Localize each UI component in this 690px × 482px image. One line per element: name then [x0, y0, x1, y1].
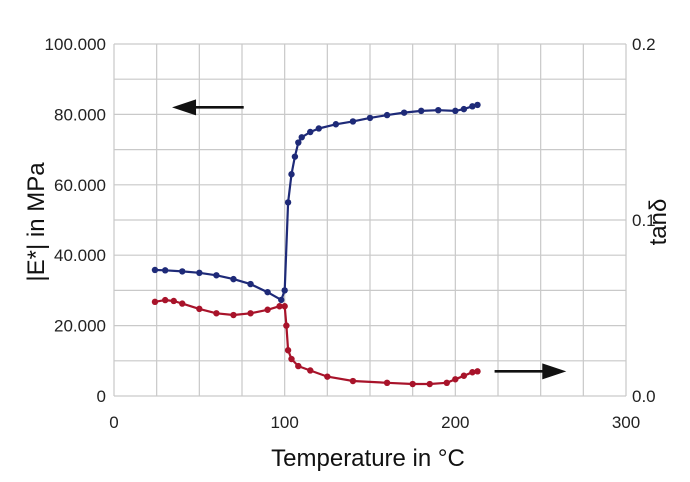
data-point-tan-delta	[281, 303, 288, 310]
data-point-tan-delta	[196, 305, 203, 313]
data-point-modulus	[315, 125, 322, 132]
y2-axis-title: tanδ	[645, 199, 672, 246]
annotation-arrows	[172, 99, 567, 380]
data-point-modulus	[179, 268, 186, 275]
series-line-modulus	[154, 103, 478, 301]
data-point-modulus	[230, 275, 237, 283]
y2-tick-label: 0.2	[632, 35, 656, 54]
data-point-modulus	[332, 121, 340, 128]
data-point-tan-delta	[409, 380, 416, 388]
data-point-tan-delta	[230, 311, 237, 319]
y-tick-label: 0	[97, 387, 106, 406]
data-point-modulus	[418, 107, 425, 115]
data-point-modulus	[298, 134, 305, 141]
data-point-tan-delta	[276, 303, 283, 310]
data-point-modulus	[291, 153, 299, 160]
data-point-tan-delta	[324, 373, 331, 380]
x-tick-label: 100	[270, 413, 298, 432]
data-point-modulus	[383, 111, 391, 119]
data-point-tan-delta	[443, 379, 450, 386]
data-point-tan-delta	[460, 372, 468, 379]
y-axis-title: |E*| in MPa	[23, 162, 50, 282]
data-point-tan-delta	[349, 377, 357, 385]
data-point-modulus	[307, 128, 314, 136]
data-point-modulus	[162, 267, 169, 274]
data-point-modulus	[196, 269, 203, 276]
data-point-modulus	[281, 287, 288, 294]
x-axis-title: Temperature in °C	[271, 445, 465, 472]
data-point-tan-delta	[295, 362, 302, 370]
y-tick-label: 80.000	[54, 105, 106, 124]
data-point-tan-delta	[307, 367, 314, 374]
y-tick-label: 20.000	[54, 317, 106, 336]
data-point-tan-delta	[383, 379, 391, 386]
x-tick-label: 200	[441, 413, 469, 432]
y2-tick-label: 0.0	[632, 387, 656, 406]
data-point-tan-delta	[283, 322, 290, 329]
arrow-head	[542, 363, 567, 380]
y2-tick-label: 0.1	[632, 211, 656, 230]
data-point-modulus	[213, 272, 220, 279]
data-point-tan-delta	[426, 380, 433, 388]
data-point-tan-delta	[213, 310, 220, 317]
data-point-tan-delta	[162, 296, 169, 304]
data-point-modulus	[284, 199, 292, 206]
y-tick-label: 60.000	[54, 176, 106, 195]
data-point-modulus	[366, 114, 374, 122]
data-point-modulus	[460, 105, 468, 113]
data-point-modulus	[288, 171, 295, 178]
data-point-modulus	[264, 288, 271, 296]
x-tick-label: 0	[109, 413, 118, 432]
data-point-modulus	[435, 106, 442, 114]
data-point-modulus	[349, 118, 357, 125]
data-point-tan-delta	[247, 310, 254, 317]
data-point-tan-delta	[179, 300, 186, 307]
grid-lines	[113, 43, 627, 397]
series-line-tan-delta	[154, 299, 478, 386]
x-tick-label: 300	[612, 413, 640, 432]
data-point-modulus	[295, 139, 302, 146]
data-point-modulus	[469, 103, 476, 110]
data-point-tan-delta	[469, 369, 476, 376]
data-point-tan-delta	[170, 297, 177, 305]
y-tick-label: 100.000	[45, 35, 106, 54]
tick-labels: 0 100 200 300 0 20.000 40.000 60.000 80.000 100.0…	[45, 35, 656, 432]
data-point-modulus	[247, 280, 254, 288]
data-point-tan-delta	[264, 306, 271, 313]
data-point-modulus	[400, 109, 408, 116]
data-point-tan-delta	[474, 368, 481, 375]
data-point-tan-delta	[288, 355, 295, 363]
data-point-tan-delta	[284, 347, 292, 354]
data-point-tan-delta	[151, 298, 159, 306]
data-point-modulus	[278, 296, 285, 304]
y-tick-label: 40.000	[54, 246, 106, 265]
data-point-modulus	[151, 266, 159, 274]
data-point-tan-delta	[452, 376, 459, 383]
data-point-modulus	[452, 107, 459, 115]
data-point-modulus	[474, 101, 481, 109]
arrow-head	[172, 99, 197, 116]
series-layer	[151, 101, 481, 388]
